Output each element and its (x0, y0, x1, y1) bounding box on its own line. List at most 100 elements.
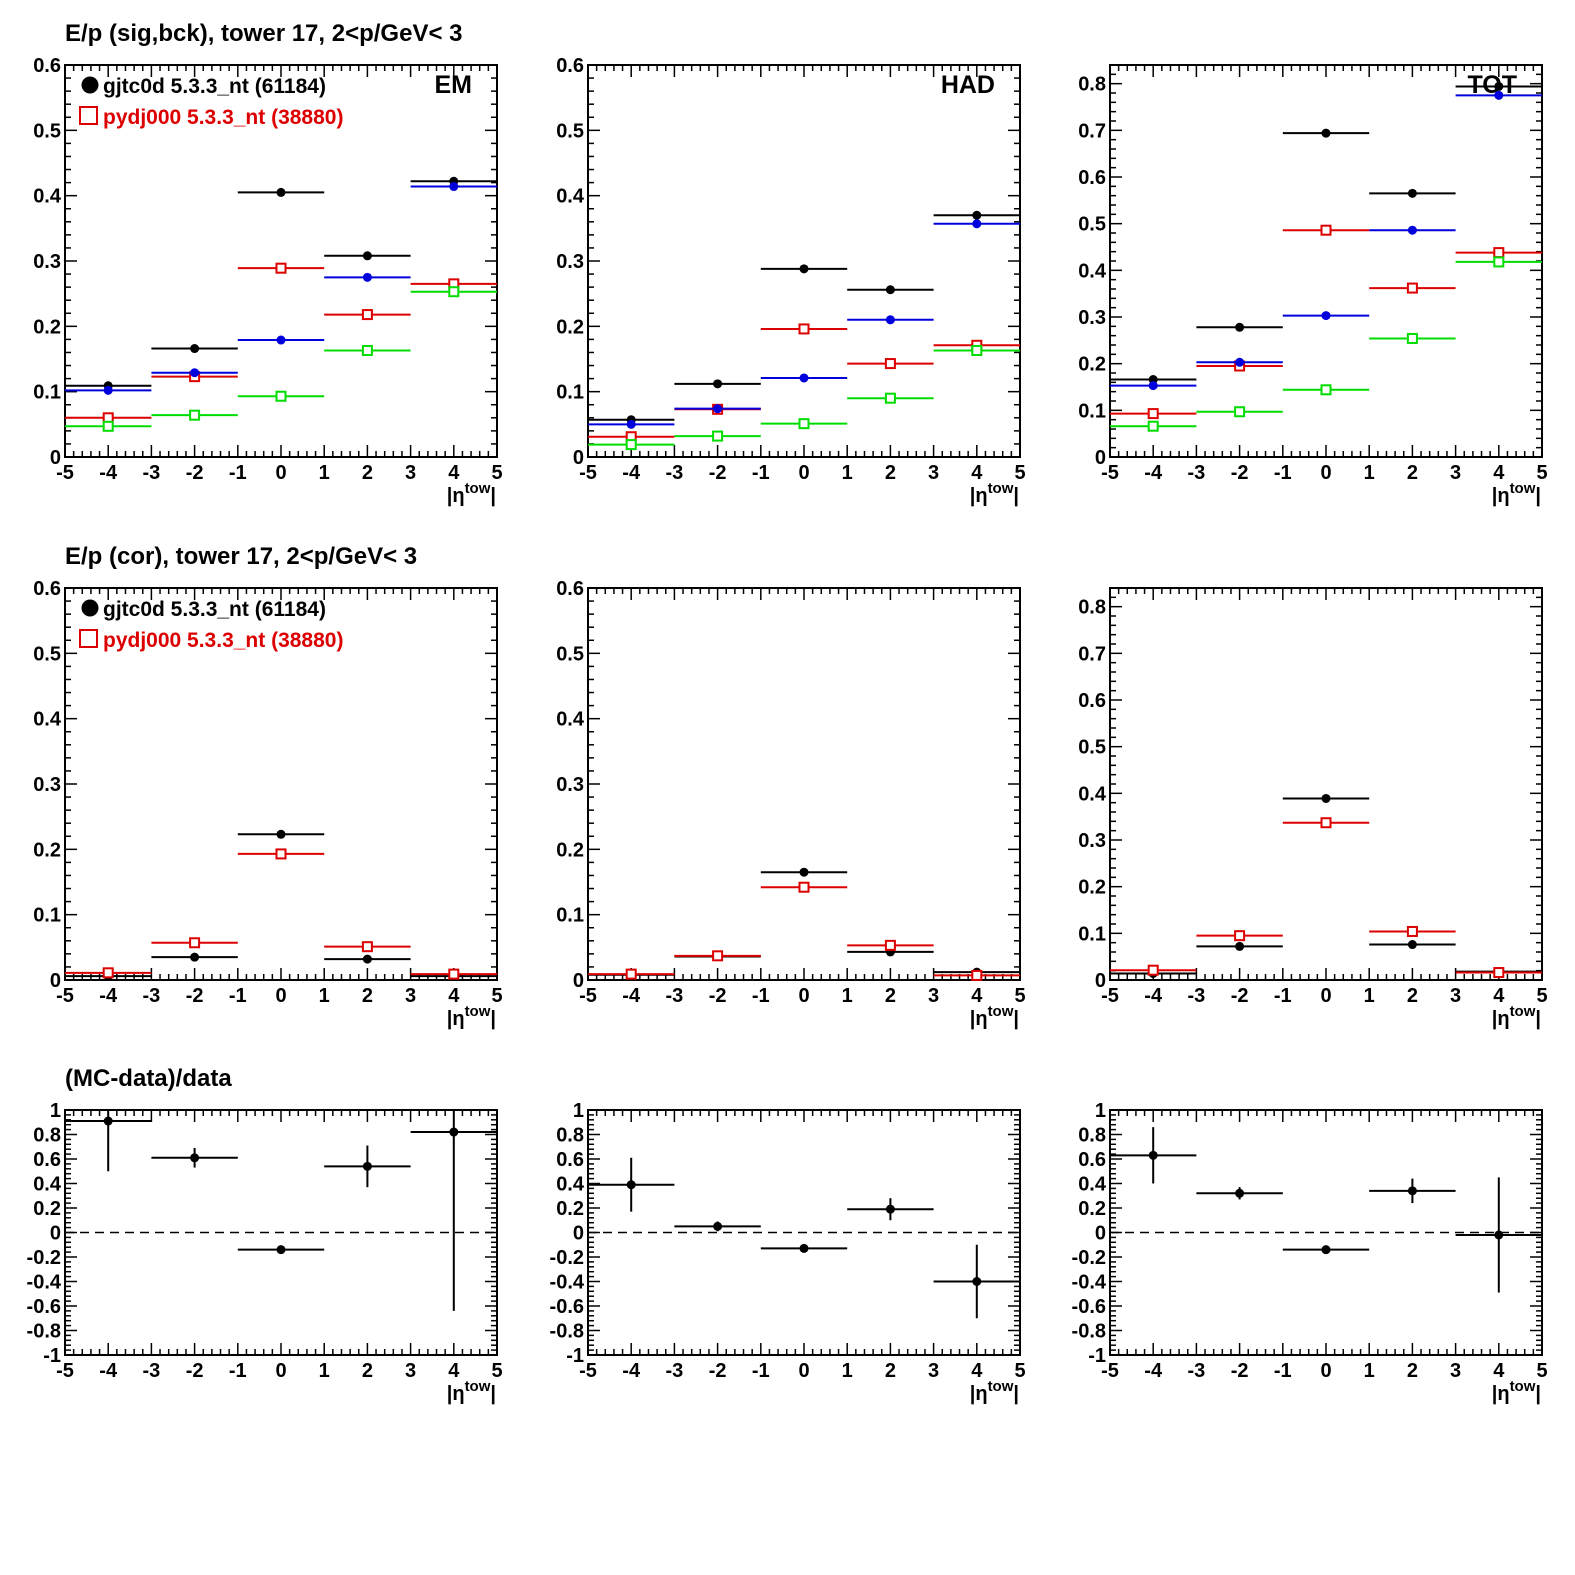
x-tick-label: 4 (1493, 985, 1505, 1007)
x-axis-label: |ηtow| (1492, 480, 1541, 507)
data-point (275, 262, 287, 274)
x-axis-label: |ηtow| (970, 1003, 1019, 1030)
x-tick-label: 0 (275, 985, 286, 1007)
y-tick-label: 0.5 (33, 643, 61, 665)
x-tick-label: 5 (491, 985, 502, 1007)
data-point (971, 345, 983, 357)
data-point (1407, 940, 1417, 950)
data-point (1147, 408, 1159, 420)
y-tick-label: -0.8 (27, 1321, 61, 1343)
y-tick-label: 0.6 (556, 55, 584, 77)
data-point (885, 315, 895, 325)
data-point (362, 272, 372, 282)
x-tick-label: -3 (143, 1360, 161, 1382)
y-tick-label: 0.2 (556, 1198, 584, 1220)
data-point (799, 373, 809, 383)
legend-marker-data (81, 76, 99, 94)
data-point (190, 344, 200, 354)
x-tick-label: 4 (971, 1360, 983, 1382)
x-tick-label: -5 (579, 462, 597, 484)
x-tick-label: -2 (709, 462, 727, 484)
x-tick-label: -1 (1274, 985, 1292, 1007)
x-tick-label: 4 (448, 462, 460, 484)
x-tick-label: -3 (666, 1360, 684, 1382)
x-tick-label: -1 (229, 1360, 247, 1382)
plot-frame (1109, 587, 1543, 981)
x-tick-label: 2 (1407, 462, 1418, 484)
x-tick-label: 4 (1493, 462, 1505, 484)
y-tick-label: 0.1 (556, 382, 584, 404)
x-tick-label: 2 (1407, 1360, 1418, 1382)
legend-marker-mc (79, 629, 98, 648)
y-tick-label: 0.8 (1078, 74, 1106, 96)
x-tick-label: 2 (362, 462, 373, 484)
x-tick-label: 5 (1536, 1360, 1547, 1382)
x-tick-label: -4 (1144, 1360, 1163, 1382)
data-point (1494, 90, 1504, 100)
y-tick-label: 0.4 (33, 186, 62, 208)
y-tick-label: 0.3 (556, 251, 584, 273)
panel-em-ratio: -5 -4 -3 -2 -1 0 1 2 3 4 5-1-0.8-0.6-0.4-0.200.20.… (27, 1100, 503, 1405)
x-tick-label: -3 (1188, 462, 1206, 484)
data-point (276, 829, 286, 839)
legend: gjtc0d 5.3.3_nt (61184) pydj000 5.3.3_nt … (79, 75, 343, 129)
x-axis-label: |ηtow| (447, 480, 496, 507)
x-tick-label: 5 (491, 462, 502, 484)
data-point (799, 867, 809, 877)
x-axis-label: |ηtow| (447, 1378, 496, 1405)
y-tick-label: 0.4 (556, 709, 585, 731)
data-point (885, 1204, 895, 1214)
x-tick-label: -3 (1188, 1360, 1206, 1382)
y-tick-label: -0.2 (1072, 1247, 1106, 1269)
x-tick-label: -5 (579, 985, 597, 1007)
x-axis-label: |ηtow| (1492, 1003, 1541, 1030)
data-point (885, 285, 895, 295)
data-point (1148, 381, 1158, 391)
y-tick-label: -0.6 (550, 1296, 584, 1318)
data-point (275, 848, 287, 860)
data-point (276, 187, 286, 197)
y-tick-label: 0.2 (33, 1198, 61, 1220)
x-tick-label: -2 (1231, 1360, 1249, 1382)
panel-em-sigbck: -5 -4 -3 -2 -1 0 1 2 3 4 5 0 0.1 0.2 0.3 0.4 0.5 0.6 |ηtow… (33, 55, 502, 507)
data-point (361, 309, 373, 321)
data-point (103, 385, 113, 395)
y-tick-label: 0.1 (33, 905, 61, 927)
data-point (972, 219, 982, 229)
series-black (65, 1110, 497, 1311)
x-tick-label: 1 (1364, 985, 1375, 1007)
x-tick-label: 3 (928, 462, 939, 484)
x-tick-label: -3 (666, 985, 684, 1007)
x-tick-label: 3 (405, 985, 416, 1007)
data-point (1147, 964, 1159, 976)
row-title-cor: E/p (cor), tower 17, 2<p/GeV< 3 (65, 543, 418, 570)
x-tick-label: 5 (1014, 1360, 1025, 1382)
data-point (1493, 247, 1505, 259)
x-tick-label: -4 (99, 1360, 118, 1382)
x-tick-label: -5 (56, 985, 74, 1007)
data-point (1320, 817, 1332, 829)
data-point (448, 968, 460, 980)
data-point (713, 379, 723, 389)
x-tick-label: 5 (1014, 985, 1025, 1007)
y-tick-label: 0.4 (1078, 260, 1107, 282)
y-tick-label: 0 (573, 1223, 584, 1245)
x-tick-label: -1 (229, 462, 247, 484)
y-tick-label: 0.6 (1078, 690, 1106, 712)
data-point (1235, 1188, 1245, 1198)
x-tick-label: 3 (928, 985, 939, 1007)
y-tick-label: 0.4 (556, 1174, 585, 1196)
data-point (449, 182, 459, 192)
data-point (625, 968, 637, 980)
data-point (1494, 81, 1504, 91)
panel-tot-cor: -5 -4 -3 -2 -1 0 1 2 3 4 5 0 0.1 0.2 0.3 0.4 0.5 0.6 0.7 0.… (1078, 587, 1548, 1030)
x-tick-label: -2 (1231, 985, 1249, 1007)
legend-marker-mc (79, 106, 98, 125)
data-point (884, 392, 896, 404)
x-axis-label: |ηtow| (447, 1003, 496, 1030)
data-point (1235, 941, 1245, 951)
data-point (712, 430, 724, 442)
y-tick-label: -0.2 (27, 1247, 61, 1269)
x-tick-label: -1 (1274, 462, 1292, 484)
x-tick-label: 2 (362, 985, 373, 1007)
